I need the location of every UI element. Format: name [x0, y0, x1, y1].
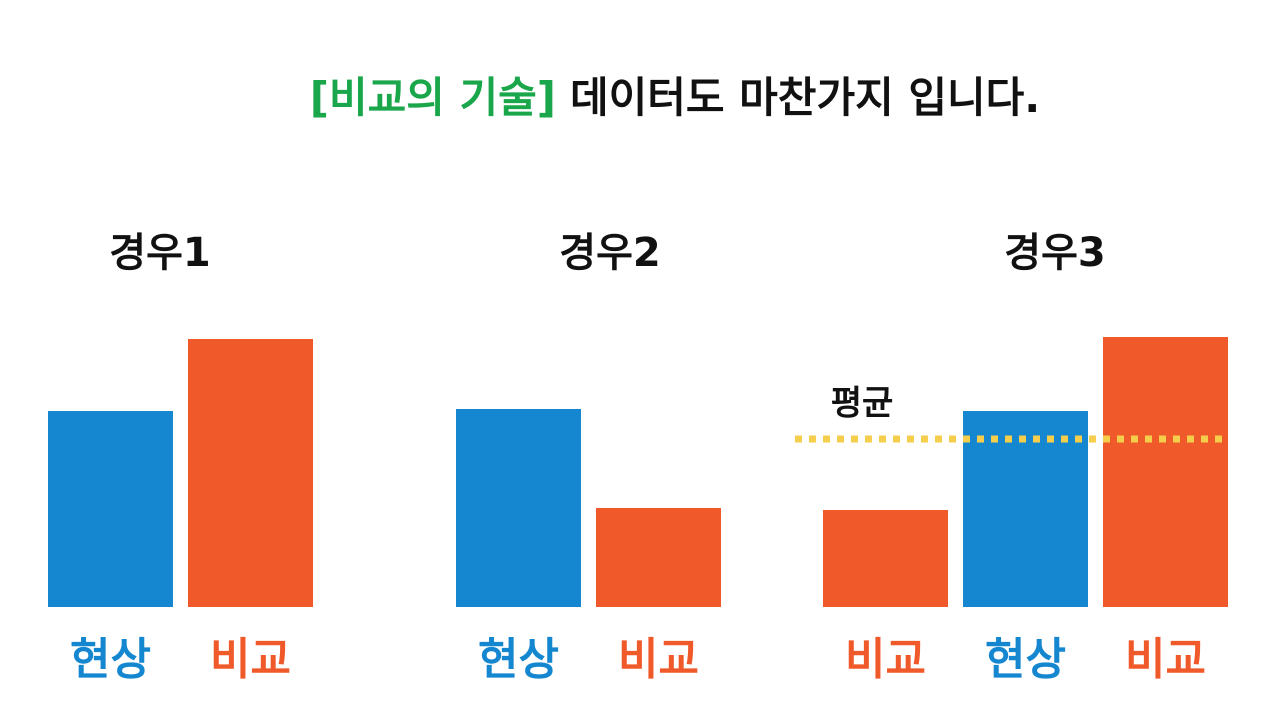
category-label: 비교 — [1125, 634, 1206, 685]
bar — [596, 508, 721, 607]
category-label: 현상 — [70, 634, 151, 685]
bar — [456, 409, 581, 607]
category-label: 현상 — [985, 634, 1066, 685]
bar — [1103, 337, 1228, 607]
title-text: 데이터도 마찬가지 입니다. — [570, 73, 1040, 122]
title-highlight: [비교의 기술] — [310, 73, 556, 122]
category-label: 비교 — [845, 634, 926, 685]
chart-title: 경우2 — [559, 230, 660, 276]
category-label: 비교 — [210, 634, 291, 685]
chart-title: 경우1 — [109, 230, 210, 276]
average-label: 평균 — [831, 384, 894, 424]
bar — [823, 510, 948, 607]
bar — [48, 411, 173, 607]
slide-title: [비교의 기술] 데이터도 마찬가지 입니다. — [310, 73, 1040, 122]
bar — [963, 411, 1088, 607]
category-label: 비교 — [618, 634, 699, 685]
chart-title: 경우3 — [1004, 230, 1105, 276]
bar — [188, 339, 313, 607]
category-label: 현상 — [478, 634, 559, 685]
